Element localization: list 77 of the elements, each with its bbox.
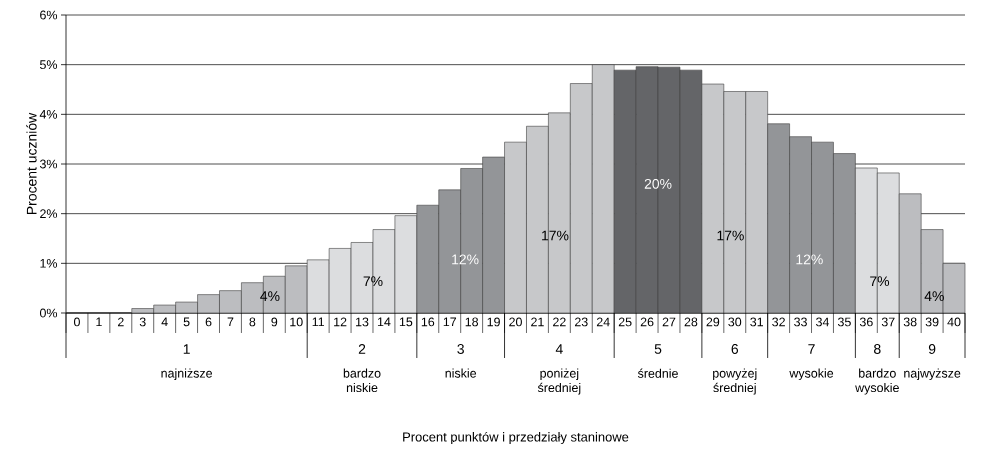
x-tick-label: 0 bbox=[73, 317, 80, 327]
x-tick-label: 35 bbox=[837, 317, 851, 327]
y-tick-label: 4% bbox=[39, 109, 58, 119]
x-tick-label: 4 bbox=[161, 317, 168, 327]
x-tick-label: 14 bbox=[377, 317, 391, 327]
x-tick-label: 40 bbox=[947, 317, 961, 327]
text: najwyższe bbox=[904, 368, 961, 381]
x-tick-label: 8 bbox=[249, 317, 256, 327]
x-tick-label: 10 bbox=[290, 317, 303, 327]
x-tick-label: 15 bbox=[399, 317, 413, 327]
x-tick-label: 6 bbox=[205, 317, 212, 327]
x-tick-label: 23 bbox=[574, 317, 588, 327]
x-tick-label: 5 bbox=[183, 317, 190, 327]
y-axis-title: Procent uczniów bbox=[26, 112, 37, 215]
text: 2 bbox=[358, 344, 366, 354]
y-tick-label: 6% bbox=[40, 10, 58, 20]
text: 3 bbox=[457, 344, 464, 354]
x-tick-label: 17 bbox=[443, 317, 457, 327]
x-tick-label: 28 bbox=[684, 317, 698, 327]
y-tick-label: 2% bbox=[40, 209, 58, 219]
x-tick-label: 2 bbox=[117, 317, 124, 327]
x-tick-label: 24 bbox=[596, 317, 610, 327]
text: 6 bbox=[731, 344, 739, 354]
text: 8 bbox=[874, 344, 881, 354]
text: bardzo niskie bbox=[343, 368, 381, 393]
x-tick-label: 9 bbox=[271, 317, 278, 327]
annotation: 4% bbox=[260, 291, 280, 301]
annotation: 7% bbox=[363, 276, 383, 287]
annotation: 17% bbox=[717, 230, 744, 241]
x-tick-label: 33 bbox=[794, 317, 807, 327]
x-tick-label: 38 bbox=[903, 317, 917, 327]
x-tick-label: 1 bbox=[96, 317, 102, 327]
y-tick-label: 1% bbox=[40, 258, 58, 268]
x-tick-label: 16 bbox=[421, 317, 435, 327]
x-tick-label: 26 bbox=[640, 317, 654, 327]
x-tick-label: 12 bbox=[334, 317, 347, 327]
x-tick-label: 25 bbox=[618, 317, 632, 327]
text: najniższe bbox=[161, 368, 212, 381]
x-tick-label: 20 bbox=[509, 317, 522, 327]
x-tick-label: 3 bbox=[139, 317, 146, 327]
text: 9 bbox=[928, 344, 936, 354]
x-tick-label: 7 bbox=[227, 317, 234, 327]
x-tick-label: 21 bbox=[531, 317, 544, 327]
text: średnie bbox=[637, 368, 678, 378]
x-tick-label: 39 bbox=[925, 317, 939, 327]
x-tick-label: 13 bbox=[356, 317, 369, 327]
text: poniżej średniej bbox=[537, 368, 581, 395]
text: 5 bbox=[654, 344, 662, 354]
x-tick-label: 32 bbox=[772, 317, 785, 327]
x-tick-label: 34 bbox=[816, 317, 830, 327]
y-tick-label: 3% bbox=[39, 159, 58, 169]
annotation: 12% bbox=[452, 254, 479, 265]
text: 1 bbox=[183, 344, 190, 354]
annotation: 20% bbox=[644, 178, 672, 189]
annotation: 4% bbox=[924, 291, 944, 301]
x-tick-label: 31 bbox=[750, 317, 764, 327]
x-tick-label: 19 bbox=[487, 317, 500, 327]
x-tick-label: 18 bbox=[465, 317, 479, 327]
y-tick-label: 0% bbox=[39, 308, 58, 318]
text: bardzo wysokie bbox=[855, 368, 899, 395]
x-tick-label: 29 bbox=[706, 317, 720, 327]
text: powyżej średniej bbox=[713, 368, 757, 395]
x-tick-label: 11 bbox=[312, 317, 325, 327]
annotation: 12% bbox=[796, 254, 823, 265]
text: Procent punktów i przedziały staninowe bbox=[403, 431, 629, 445]
text: wysokie bbox=[789, 368, 834, 381]
annotation: 7% bbox=[870, 276, 890, 287]
x-tick-label: 27 bbox=[662, 317, 676, 327]
y-tick-label: 5% bbox=[39, 60, 58, 70]
x-tick-label: 36 bbox=[859, 317, 873, 327]
x-tick-label: 37 bbox=[881, 317, 895, 327]
text: niskie bbox=[445, 368, 477, 378]
text: 7 bbox=[808, 344, 815, 354]
x-tick-label: 30 bbox=[728, 317, 742, 327]
annotation: 17% bbox=[542, 230, 569, 241]
x-tick-label: 22 bbox=[553, 317, 566, 327]
text: 4 bbox=[555, 344, 563, 354]
